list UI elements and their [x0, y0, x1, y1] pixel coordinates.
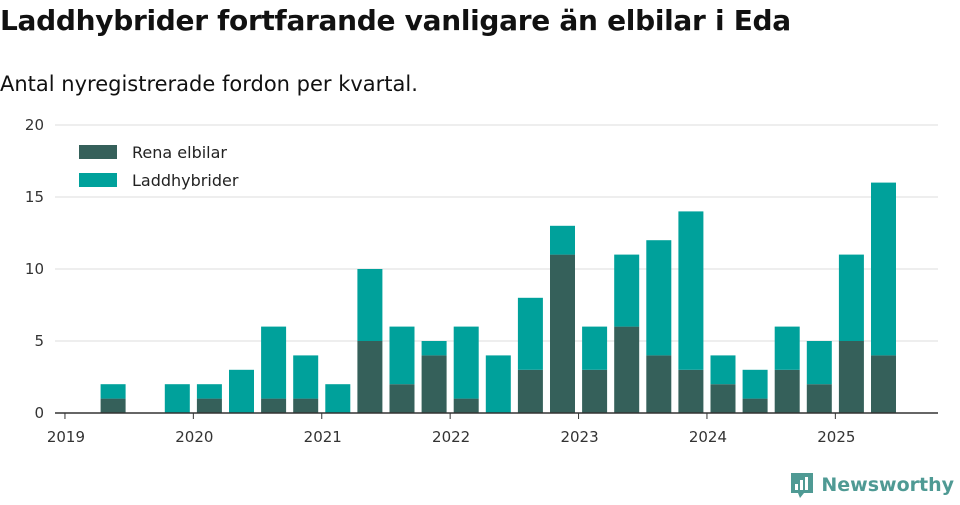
x-tick-label: 2020 [175, 428, 213, 446]
bar-laddhybrider-21 [742, 369, 768, 399]
y-tick-label: 15 [25, 188, 44, 206]
bar-rena-elbilar-21 [742, 398, 768, 413]
bar-rena-elbilar-7 [293, 398, 319, 413]
x-tick-label: 2025 [817, 428, 855, 446]
x-tick-label: 2024 [689, 428, 727, 446]
bar-laddhybrider-11 [421, 341, 447, 356]
legend-swatch-laddhybrider [79, 173, 117, 187]
bars [100, 182, 896, 413]
bar-rena-elbilar-12 [453, 398, 479, 413]
legend: Rena elbilar Laddhybrider [68, 136, 258, 196]
bar-laddhybrider-10 [389, 326, 415, 385]
x-tick-label: 2019 [47, 428, 85, 446]
bar-laddhybrider-18 [646, 240, 672, 356]
bar-rena-elbilar-17 [614, 326, 640, 413]
chart-subtitle: Antal nyregistrerade fordon per kvartal. [0, 72, 418, 96]
bar-laddhybrider-13 [485, 355, 511, 413]
bar-rena-elbilar-1 [100, 398, 126, 413]
bar-rena-elbilar-22 [774, 369, 800, 413]
bar-laddhybrider-8 [325, 384, 351, 413]
bar-laddhybrider-20 [710, 355, 736, 385]
bar-rena-elbilar-10 [389, 384, 415, 413]
bar-rena-elbilar-6 [261, 398, 287, 413]
bar-laddhybrider-25 [871, 182, 896, 356]
legend-swatch-rena-elbilar [79, 145, 117, 159]
bar-laddhybrider-23 [806, 341, 832, 385]
bar-rena-elbilar-16 [582, 369, 608, 413]
bar-laddhybrider-1 [100, 384, 126, 399]
chart-title: Laddhybrider fortfarande vanligare än el… [0, 4, 791, 37]
bar-laddhybrider-19 [678, 211, 704, 370]
bar-laddhybrider-15 [550, 225, 575, 255]
legend-label-laddhybrider: Laddhybrider [132, 171, 239, 190]
bar-rena-elbilar-9 [357, 341, 383, 413]
bar-laddhybrider-12 [453, 326, 479, 399]
bar-laddhybrider-22 [774, 326, 800, 370]
bar-laddhybrider-17 [614, 254, 640, 327]
newsworthy-logo-icon [791, 473, 814, 498]
bar-laddhybrider-16 [582, 326, 608, 370]
brand-name: Newsworthy [821, 474, 954, 496]
bar-rena-elbilar-23 [806, 384, 832, 413]
bar-rena-elbilar-14 [517, 369, 543, 413]
bar-laddhybrider-5 [229, 369, 254, 413]
bar-rena-elbilar-15 [550, 254, 575, 413]
bar-rena-elbilar-4 [196, 398, 222, 413]
axes: 0 5 10 15 20 2019 2020 2021 2022 2023 2024 2025 [25, 116, 938, 446]
bar-laddhybrider-3 [164, 384, 190, 413]
x-tick-label: 2022 [432, 428, 470, 446]
bar-laddhybrider-6 [261, 326, 287, 399]
bar-laddhybrider-7 [293, 355, 319, 399]
y-tick-label: 0 [34, 404, 44, 422]
bar-rena-elbilar-25 [871, 355, 896, 413]
newsworthy-brand: Newsworthy [789, 471, 954, 499]
bar-rena-elbilar-20 [710, 384, 736, 413]
x-tick-label: 2021 [304, 428, 342, 446]
legend-label-rena-elbilar: Rena elbilar [132, 143, 227, 162]
y-tick-label: 20 [25, 116, 44, 134]
bar-laddhybrider-9 [357, 269, 383, 341]
bar-laddhybrider-24 [838, 254, 864, 341]
bar-rena-elbilar-24 [838, 341, 864, 413]
bar-rena-elbilar-11 [421, 355, 447, 413]
bar-laddhybrider-14 [517, 297, 543, 370]
bar-rena-elbilar-18 [646, 355, 672, 413]
bar-laddhybrider-4 [196, 384, 222, 399]
y-tick-label: 10 [25, 260, 44, 278]
x-tick-label: 2023 [560, 428, 598, 446]
bar-rena-elbilar-19 [678, 369, 704, 413]
y-tick-label: 5 [34, 332, 44, 350]
